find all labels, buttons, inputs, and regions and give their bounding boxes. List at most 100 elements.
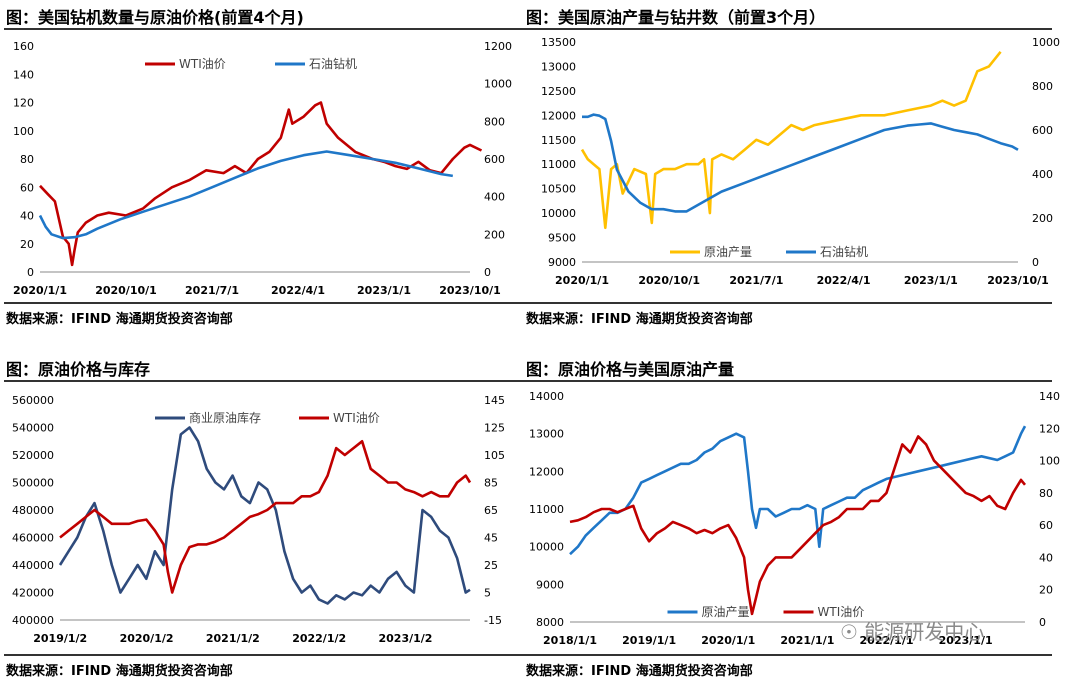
left-tick-label: 420000: [12, 587, 54, 600]
source-note: 数据来源：IFIND 海通期货投资咨询部: [526, 664, 753, 679]
left-tick-label: 12500: [541, 85, 576, 98]
x-tick-label: 2020/1/1: [555, 274, 609, 287]
left-tick-label: 13000: [529, 428, 564, 441]
legend-label: 石油钻机: [309, 56, 357, 71]
right-tick-label: 140: [1039, 390, 1060, 403]
right-tick-label: 800: [1032, 80, 1053, 93]
right-tick-label: 1000: [484, 78, 512, 91]
x-tick-label: 2020/1/1: [701, 634, 755, 647]
x-tick-label: 2020/10/1: [638, 274, 700, 287]
right-tick-label: 145: [484, 394, 505, 407]
x-tick-label: 2023/10/1: [987, 274, 1049, 287]
series-line: [39, 101, 483, 267]
x-tick-label: 2023/1/1: [904, 274, 958, 287]
right-tick-label: 85: [484, 477, 498, 490]
right-tick-label: 45: [484, 532, 498, 545]
right-tick-label: 200: [484, 228, 505, 241]
right-tick-label: 600: [1032, 124, 1053, 137]
source-note: 数据来源：IFIND 海通期货投资咨询部: [6, 312, 233, 327]
series-line: [569, 435, 1027, 616]
title-rule: [524, 28, 1052, 30]
title-rule: [4, 380, 532, 382]
left-tick-label: 9500: [548, 232, 576, 245]
series-line: [38, 150, 454, 240]
right-tick-label: -15: [484, 614, 502, 627]
right-tick-label: 5: [484, 587, 491, 600]
right-tick-label: 1200: [484, 40, 512, 53]
source-note: 数据来源：IFIND 海通期货投资咨询部: [6, 664, 233, 679]
title-rule: [4, 28, 532, 30]
right-tick-label: 65: [484, 504, 498, 517]
right-tick-label: 0: [1032, 256, 1039, 269]
left-tick-label: 13000: [541, 60, 576, 73]
x-tick-label: 2021/1/2: [206, 632, 260, 645]
left-tick-label: 9000: [536, 578, 564, 591]
chart-title: 图：原油价格与库存: [6, 360, 151, 379]
series-line: [58, 426, 471, 605]
left-tick-label: 460000: [12, 532, 54, 545]
title-rule: [524, 380, 1052, 382]
left-tick-label: 40: [20, 210, 34, 223]
x-tick-label: 2022/4/1: [271, 284, 325, 297]
legend-label: WTI油价: [333, 411, 380, 425]
series-line: [569, 425, 1027, 556]
right-tick-label: 600: [484, 153, 505, 166]
x-tick-label: 2022/1/1: [860, 634, 914, 647]
right-tick-label: 105: [484, 449, 505, 462]
series-line: [59, 440, 472, 594]
x-tick-label: 2018/1/1: [543, 634, 597, 647]
x-tick-label: 2020/10/1: [95, 284, 157, 297]
left-tick-label: 400000: [12, 614, 54, 627]
left-tick-label: 11500: [541, 134, 576, 147]
x-tick-label: 2020/1/2: [120, 632, 174, 645]
left-tick-label: 10000: [529, 541, 564, 554]
source-note: 数据来源：IFIND 海通期货投资咨询部: [526, 312, 753, 327]
left-tick-label: 560000: [12, 394, 54, 407]
left-tick-label: 140: [13, 68, 34, 81]
right-tick-label: 200: [1032, 212, 1053, 225]
watermark: ☉ 能源研发中心: [840, 616, 984, 645]
left-tick-label: 500000: [12, 477, 54, 490]
legend-label: 石油钻机: [820, 244, 868, 259]
right-tick-label: 25: [484, 559, 498, 572]
x-tick-label: 2020/1/1: [13, 284, 67, 297]
x-tick-label: 2021/7/1: [729, 274, 783, 287]
series-line: [580, 50, 1002, 230]
source-rule: [524, 302, 1052, 304]
left-tick-label: 0: [27, 266, 34, 279]
left-tick-label: 160: [13, 40, 34, 53]
x-tick-label: 2023/10/1: [439, 284, 501, 297]
legend-label: 原油产量: [704, 245, 752, 259]
left-tick-label: 480000: [12, 504, 54, 517]
left-tick-label: 8000: [536, 616, 564, 629]
left-tick-label: 440000: [12, 559, 54, 572]
left-tick-label: 20: [20, 238, 34, 251]
left-tick-label: 13500: [541, 36, 576, 49]
right-tick-label: 0: [1039, 616, 1046, 629]
source-rule: [524, 654, 1052, 656]
source-rule: [4, 654, 532, 656]
left-tick-label: 14000: [529, 390, 564, 403]
left-tick-label: 10000: [541, 207, 576, 220]
left-tick-label: 12000: [529, 465, 564, 478]
source-rule: [4, 302, 532, 304]
legend-label: WTI油价: [179, 57, 226, 71]
chart-panel-1: 图：美国钻机数量与原油价格(前置4个月) 0 20 40 60 80 100 120 140 1…: [0, 0, 540, 342]
right-tick-label: 120: [1039, 422, 1060, 435]
chart-panel-4: 图：原油价格与美国原油产量 8000 9000 10000 11000 12000 130…: [520, 342, 1060, 684]
right-tick-label: 400: [484, 191, 505, 204]
right-tick-label: 80: [1039, 487, 1053, 500]
legend-label: 商业原油库存: [189, 410, 261, 425]
left-tick-label: 12000: [541, 109, 576, 122]
chart-svg: 400000 420000 440000 460000 480000 500000 5200…: [12, 394, 505, 645]
left-tick-label: 11000: [529, 503, 564, 516]
legend-label: 原油产量: [702, 605, 750, 619]
x-tick-label: 2023/1/1: [357, 284, 411, 297]
chart-panel-3: 图：原油价格与库存 400000 420000 440000 460000 480000…: [0, 342, 540, 684]
left-tick-label: 10500: [541, 183, 576, 196]
chart-title: 图：美国原油产量与钻井数（前置3个月）: [526, 8, 826, 27]
left-tick-label: 11000: [541, 158, 576, 171]
left-tick-label: 520000: [12, 449, 54, 462]
left-tick-label: 100: [13, 125, 34, 138]
chart-svg: 9000950010000105001100011500120001250013…: [541, 36, 1060, 287]
